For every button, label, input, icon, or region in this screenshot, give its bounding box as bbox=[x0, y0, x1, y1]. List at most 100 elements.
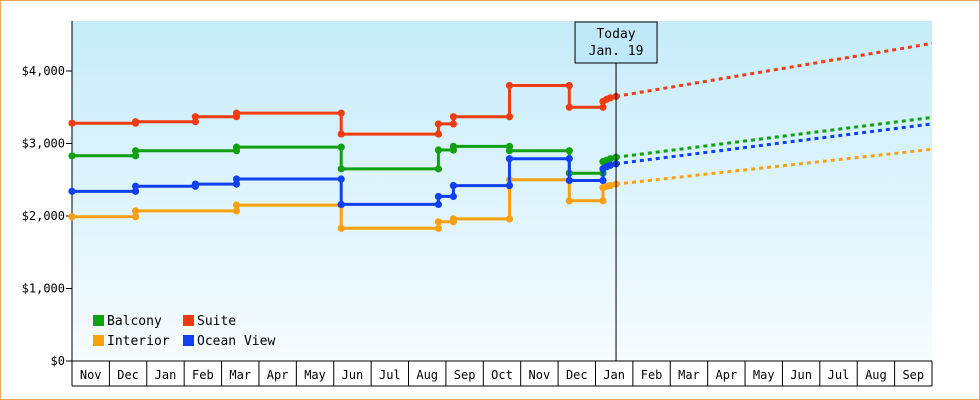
data-point bbox=[505, 155, 514, 163]
data-point bbox=[449, 120, 457, 128]
data-point bbox=[449, 181, 457, 190]
data-point bbox=[131, 118, 140, 126]
legend-label: Ocean View bbox=[197, 334, 275, 349]
data-point bbox=[565, 147, 573, 155]
data-point bbox=[505, 81, 514, 90]
x-tick-label: Feb bbox=[641, 368, 663, 382]
data-point bbox=[505, 215, 514, 223]
data-point bbox=[232, 175, 241, 183]
y-tick-label: $2,000 bbox=[22, 209, 65, 223]
x-tick-label: Jul bbox=[828, 368, 850, 382]
x-tick-label: Oct bbox=[491, 368, 513, 382]
data-point bbox=[68, 152, 76, 160]
x-tick-label: Apr bbox=[267, 368, 289, 382]
data-point bbox=[434, 130, 443, 138]
series-suite bbox=[68, 41, 933, 138]
today-date: Jan. 19 bbox=[589, 44, 644, 59]
data-point bbox=[434, 224, 443, 232]
x-tick-label: Sep bbox=[902, 368, 924, 382]
legend-label: Interior bbox=[107, 334, 170, 349]
y-tick-label: $0 bbox=[51, 354, 65, 368]
data-point bbox=[449, 192, 457, 201]
data-point bbox=[131, 207, 140, 215]
data-point bbox=[449, 215, 457, 223]
legend-item: Interior bbox=[93, 334, 170, 349]
series-forecast-line bbox=[615, 147, 933, 186]
legend-swatch bbox=[183, 315, 194, 326]
data-point bbox=[606, 94, 615, 102]
data-point bbox=[434, 146, 443, 154]
data-point bbox=[434, 120, 443, 128]
data-point bbox=[68, 187, 76, 195]
data-point bbox=[565, 155, 573, 163]
data-point bbox=[599, 197, 607, 205]
legend-swatch bbox=[93, 315, 104, 326]
data-point bbox=[232, 109, 241, 117]
legend-item: Suite bbox=[183, 314, 236, 329]
today-label: Today bbox=[596, 27, 635, 42]
data-point bbox=[131, 147, 140, 155]
data-point bbox=[606, 181, 615, 190]
data-point bbox=[337, 165, 345, 173]
data-point bbox=[68, 119, 76, 127]
data-point bbox=[68, 213, 76, 221]
data-point bbox=[232, 207, 241, 215]
x-tick-label: Apr bbox=[716, 368, 738, 382]
data-point bbox=[434, 200, 443, 208]
x-tick-label: Aug bbox=[416, 368, 438, 382]
x-tick-label: Mar bbox=[229, 368, 251, 382]
x-tick-label: May bbox=[753, 368, 775, 382]
data-point bbox=[565, 197, 573, 205]
legend-swatch bbox=[183, 335, 194, 346]
x-tick-label: Jun bbox=[342, 368, 364, 382]
x-tick-label: Nov bbox=[80, 368, 102, 382]
series-forecast-line bbox=[615, 122, 933, 166]
data-point bbox=[191, 180, 199, 188]
plot-background bbox=[72, 21, 932, 361]
data-point bbox=[191, 118, 199, 126]
data-point bbox=[337, 224, 345, 232]
y-tick-label: $4,000 bbox=[22, 64, 65, 78]
y-tick-label: $3,000 bbox=[22, 137, 65, 151]
series-ocean-view bbox=[68, 122, 933, 208]
legend-item: Ocean View bbox=[183, 334, 275, 349]
today-box bbox=[574, 21, 658, 64]
data-point bbox=[565, 81, 573, 90]
x-tick-label: Aug bbox=[865, 368, 887, 382]
legend-item: Balcony bbox=[93, 314, 162, 329]
y-tick-label: $1,000 bbox=[22, 282, 65, 296]
data-point bbox=[232, 143, 241, 151]
x-tick-label: May bbox=[304, 368, 326, 382]
data-point bbox=[434, 192, 443, 201]
data-point bbox=[191, 113, 199, 121]
x-tick-label: Feb bbox=[192, 368, 214, 382]
series-interior bbox=[68, 147, 933, 232]
x-axis: Nov Dec Jan Feb Mar Apr May Jun Jul Aug Sep Oct Nov D… bbox=[71, 360, 933, 387]
data-point bbox=[337, 175, 345, 183]
x-tick-label: Dec bbox=[566, 368, 588, 382]
x-tick-label: Sep bbox=[454, 368, 476, 382]
x-tick-label: Nov bbox=[529, 368, 551, 382]
data-point bbox=[606, 155, 615, 163]
legend-label: Balcony bbox=[107, 314, 162, 329]
data-point bbox=[606, 161, 615, 169]
data-point bbox=[131, 152, 140, 160]
data-point bbox=[131, 213, 140, 221]
data-point bbox=[449, 113, 457, 121]
data-point bbox=[337, 143, 345, 151]
data-point bbox=[131, 182, 140, 190]
data-point bbox=[565, 103, 573, 111]
y-axis: $0 $1,000 $2,000 $3,000 $4,000 bbox=[22, 21, 73, 368]
data-point bbox=[337, 200, 345, 208]
x-tick-label: Dec bbox=[117, 368, 139, 382]
data-point bbox=[505, 113, 514, 121]
data-point bbox=[565, 176, 573, 185]
series-forecast-line bbox=[615, 41, 933, 98]
series-forecast-line bbox=[615, 115, 933, 159]
data-point bbox=[434, 218, 443, 226]
legend-swatch bbox=[93, 335, 104, 346]
x-tick-label: Jan bbox=[155, 368, 177, 382]
data-point bbox=[599, 176, 607, 185]
x-tick-label: Jun bbox=[790, 368, 812, 382]
